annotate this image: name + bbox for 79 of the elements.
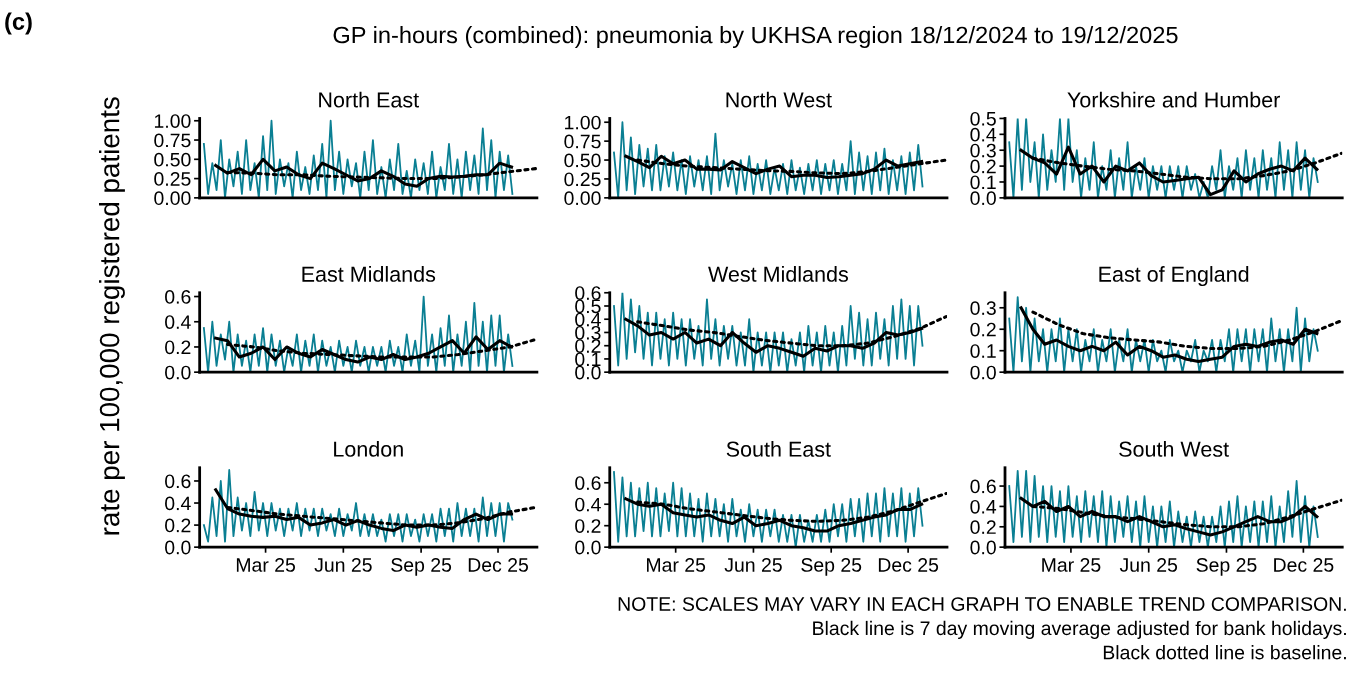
y-tick-label: 0.4	[165, 496, 191, 511]
line-series	[613, 121, 924, 198]
y-tick-label: 0.2	[970, 520, 996, 535]
x-tick-label: Jun 25	[724, 558, 782, 572]
y-tick-label: 0.50	[564, 153, 601, 168]
y-tick-label: 0.0	[165, 540, 191, 555]
x-tick-label: Dec 25	[878, 558, 939, 572]
y-tick-label: 0.1	[575, 352, 601, 367]
line-series	[1008, 296, 1319, 373]
y-tick-label: 1.00	[565, 115, 601, 130]
y-tick-label: 0.4	[575, 312, 601, 327]
line-series	[613, 292, 924, 373]
chart-title: North West	[726, 91, 832, 108]
y-tick-label: 0.6	[165, 290, 191, 304]
y-tick-label: 0.4	[970, 127, 997, 142]
y-tick-label: 0.2	[165, 340, 191, 355]
x-tick-label: Jun 25	[1119, 558, 1178, 572]
chart-title: South West	[1119, 441, 1229, 457]
y-tick-label: 0.50	[154, 152, 191, 167]
x-tick-label: Dec 25	[1274, 558, 1334, 572]
y-tick-label: 0.3	[970, 143, 996, 158]
y-tick-label: 0.0	[575, 540, 601, 555]
line-series	[202, 295, 514, 373]
y-tick-label: 0.4	[970, 499, 997, 514]
text: Black line is 7 day moving average adjusted for bank holidays.	[813, 620, 1346, 639]
y-tick-label: 0.00	[154, 191, 191, 206]
y-tick-label: 0.1	[970, 344, 996, 358]
y-tick-label: 0.3	[970, 301, 996, 316]
y-tick-label: 0.0	[970, 365, 996, 380]
chart-title: North East	[319, 91, 419, 108]
y-tick-label: 0.0	[575, 365, 601, 380]
y-tick-label: 0.2	[970, 322, 996, 337]
text: Black dotted line is baseline.	[1103, 645, 1346, 660]
y-tick-label: 0.6	[575, 476, 601, 490]
line-series	[202, 119, 514, 198]
text: GP in-hours (combined): pneumonia by UKHSA region 18/12/2024 to 19/12/2025	[333, 26, 1178, 49]
chart-title: Yorkshire and Humber	[1067, 91, 1280, 108]
chart-title: South East	[726, 441, 831, 457]
y-tick-label: 0.6	[970, 479, 996, 494]
text: (c)	[5, 12, 32, 35]
y-tick-label: 0.5	[575, 299, 601, 314]
y-tick-label: 0.25	[154, 172, 191, 186]
y-tick-label: 0.2	[970, 159, 996, 174]
y-axis-title: rate per 100,000 registered patients	[99, 97, 125, 535]
line-series	[613, 471, 924, 548]
x-tick-label: Mar 25	[647, 558, 706, 572]
y-tick-label: 0.25	[564, 172, 601, 187]
y-tick-label: 0.00	[564, 191, 601, 206]
y-tick-label: 1.00	[154, 114, 191, 128]
y-tick-label: 0.6	[575, 286, 601, 300]
chart-title: London	[334, 441, 403, 457]
line-series	[1008, 118, 1319, 198]
text: NOTE: SCALES MAY VARY IN EACH GRAPH TO ENABLE TREND COMPARISON.	[618, 597, 1346, 611]
y-tick-label: 0.2	[165, 518, 191, 533]
y-tick-label: 0.75	[154, 133, 191, 148]
y-tick-label: 0.5	[970, 111, 996, 126]
x-tick-label: Mar 25	[236, 558, 296, 572]
x-tick-label: Sep 25	[1196, 558, 1257, 576]
chart-title: East Midlands	[302, 266, 436, 282]
y-tick-label: 0.0	[970, 540, 996, 555]
x-tick-label: Dec 25	[468, 558, 529, 572]
y-tick-label: 0.4	[165, 315, 191, 329]
x-tick-label: Sep 25	[391, 558, 452, 576]
x-tick-label: Jun 25	[314, 558, 372, 572]
y-tick-label: 0.1	[970, 175, 996, 190]
chart-title: West Midlands	[708, 266, 848, 282]
y-tick-label: 0.0	[165, 365, 191, 380]
line-series	[1008, 469, 1319, 548]
y-tick-label: 0.0	[970, 191, 996, 206]
y-tick-label: 0.2	[575, 339, 601, 353]
y-tick-label: 0.4	[575, 497, 601, 512]
y-tick-label: 0.3	[575, 325, 601, 340]
y-tick-label: 0.2	[575, 519, 601, 533]
line-series	[202, 469, 514, 543]
chart-title: East of England	[1099, 266, 1249, 287]
y-tick-label: 0.6	[165, 474, 191, 489]
x-tick-label: Mar 25	[1042, 558, 1101, 572]
x-tick-label: Sep 25	[801, 558, 862, 576]
y-tick-label: 0.75	[564, 134, 601, 149]
